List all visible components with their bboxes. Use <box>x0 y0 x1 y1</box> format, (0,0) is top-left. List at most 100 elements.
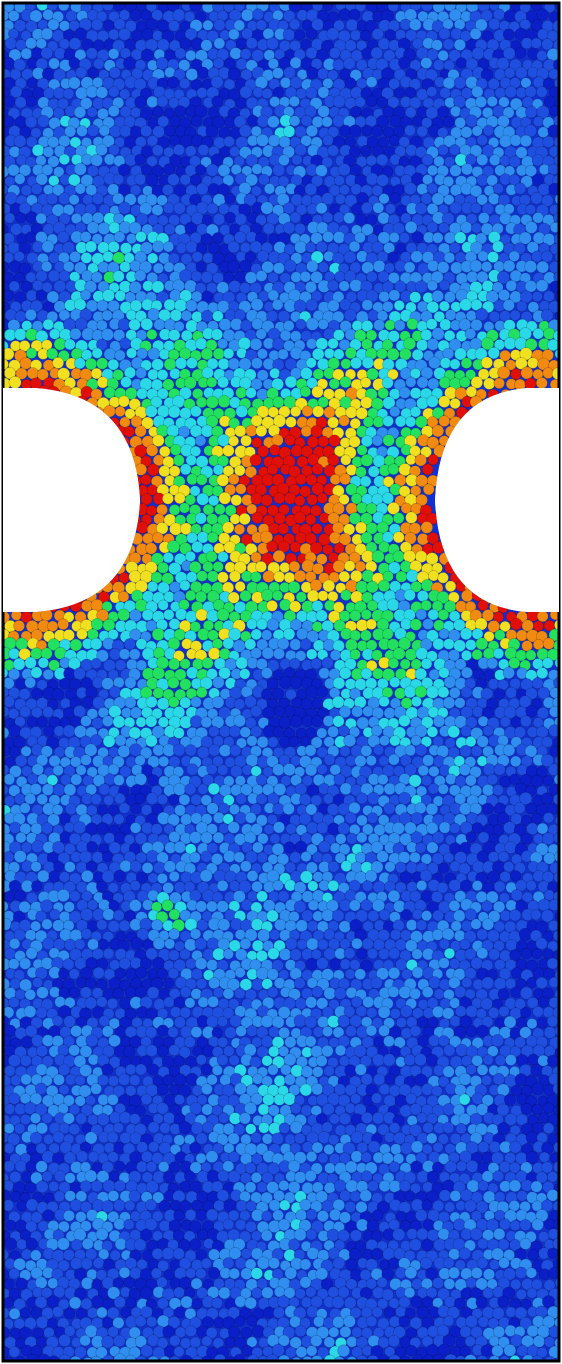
particle <box>261 87 273 100</box>
particle <box>255 967 269 981</box>
particle <box>255 214 267 226</box>
particle <box>520 77 532 89</box>
particle <box>493 377 505 389</box>
particle <box>513 802 526 814</box>
particle <box>469 259 483 273</box>
particle <box>465 213 478 225</box>
particle <box>245 811 257 824</box>
particle <box>65 10 78 22</box>
particle <box>415 919 428 931</box>
particle <box>211 95 224 108</box>
particle <box>415 202 428 215</box>
particle <box>377 773 389 786</box>
particle <box>36 793 48 805</box>
particle <box>481 280 494 293</box>
particle <box>166 424 180 438</box>
particle <box>26 77 38 89</box>
particle <box>74 261 87 275</box>
particle <box>251 511 264 524</box>
particle <box>497 988 510 1001</box>
particle <box>420 57 433 69</box>
particle <box>172 743 186 757</box>
particle <box>63 260 75 273</box>
particle <box>360 608 372 620</box>
particle <box>56 888 70 902</box>
particle <box>417 764 430 777</box>
particle <box>93 58 105 70</box>
particle <box>135 716 147 728</box>
particle <box>389 192 401 204</box>
particle <box>448 686 461 699</box>
particle <box>251 163 263 175</box>
particle <box>250 185 262 197</box>
particle <box>389 735 401 747</box>
particle <box>389 406 401 418</box>
particle <box>338 203 351 215</box>
particle <box>431 39 443 51</box>
particle <box>251 318 264 330</box>
particle <box>332 58 345 71</box>
particle <box>332 95 346 108</box>
particle <box>404 220 418 234</box>
particle <box>52 356 64 369</box>
particle <box>41 164 54 176</box>
particle <box>179 1006 192 1019</box>
particle <box>69 136 82 149</box>
particle <box>454 1005 467 1018</box>
particle <box>459 744 472 758</box>
particle <box>118 184 131 197</box>
particle <box>256 851 269 864</box>
particle <box>343 947 356 960</box>
particle <box>481 30 494 43</box>
particle <box>96 996 108 1008</box>
particle <box>442 175 455 188</box>
particle <box>394 861 407 874</box>
particle <box>200 716 213 729</box>
particle <box>19 705 31 718</box>
particle <box>306 589 320 603</box>
particle <box>356 831 368 844</box>
particle <box>416 1016 429 1028</box>
particle <box>35 37 47 50</box>
particle <box>454 697 466 709</box>
particle <box>13 850 27 863</box>
particle <box>207 995 220 1008</box>
particle <box>414 454 427 467</box>
particle <box>349 959 361 971</box>
particle <box>29 9 43 23</box>
particle <box>354 96 366 108</box>
particle <box>168 19 180 32</box>
particle <box>174 492 186 505</box>
particle <box>140 164 153 176</box>
particle <box>476 928 489 941</box>
particle <box>157 115 170 128</box>
particle <box>118 27 131 41</box>
particle <box>167 967 179 980</box>
particle <box>200 850 213 863</box>
particle <box>175 242 188 254</box>
particle <box>542 812 555 824</box>
particle <box>288 735 300 747</box>
particle <box>499 716 511 728</box>
particle <box>453 909 466 923</box>
particle <box>236 38 248 50</box>
particle <box>97 222 111 235</box>
particle <box>431 327 445 341</box>
particle <box>246 870 259 882</box>
particle <box>343 308 357 322</box>
particle <box>305 317 319 331</box>
particle <box>431 424 445 438</box>
particle <box>488 948 501 961</box>
particle <box>167 173 180 186</box>
particle <box>282 802 295 815</box>
particle <box>25 37 37 50</box>
particle <box>541 832 555 846</box>
particle <box>295 473 307 486</box>
particle <box>228 28 240 40</box>
particle <box>469 28 482 40</box>
particle <box>256 250 269 263</box>
particle <box>316 686 329 698</box>
particle <box>190 696 202 708</box>
particle <box>553 154 559 167</box>
particle <box>40 46 53 60</box>
